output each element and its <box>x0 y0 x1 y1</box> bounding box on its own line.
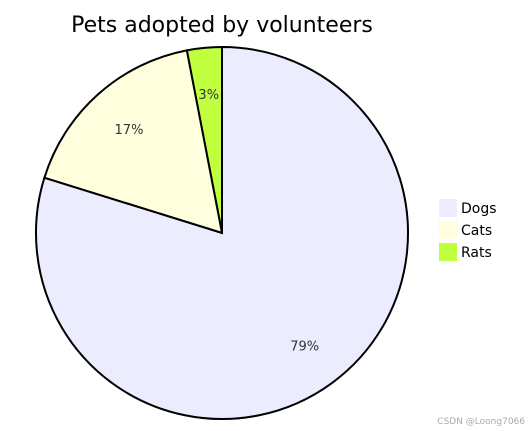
legend-label-rats: Rats <box>461 245 492 261</box>
pie-slice-cats <box>43 49 224 235</box>
legend-swatch-rats <box>439 243 457 261</box>
legend: Dogs Cats Rats <box>439 199 497 261</box>
legend-label-cats: Cats <box>461 223 492 239</box>
pie-slice-labels: 3% 17% 79% <box>115 88 320 354</box>
legend-swatch-dogs <box>439 199 457 217</box>
slice-label-dogs: 79% <box>290 339 319 354</box>
legend-swatch-cats <box>439 221 457 239</box>
slice-label-rats: 3% <box>198 88 219 103</box>
pie-slices <box>35 45 409 420</box>
pie-slice-dogs <box>35 45 409 420</box>
legend-label-dogs: Dogs <box>461 201 497 217</box>
slice-label-cats: 17% <box>115 123 144 138</box>
watermark-text: CSDN @Loong7066 <box>437 417 525 427</box>
chart-title: Pets adopted by volunteers <box>71 13 373 38</box>
